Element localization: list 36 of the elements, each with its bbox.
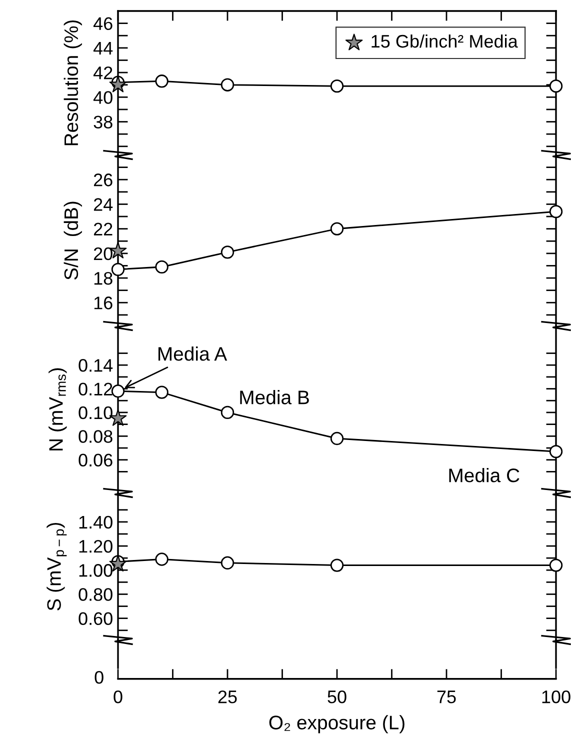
legend-label: 15 Gb/inch² Media xyxy=(372,34,518,48)
x-tick-label: 25 xyxy=(218,690,237,704)
y-tick-label: 42 xyxy=(93,66,112,80)
text: 0 xyxy=(94,670,104,684)
annotation: Media C xyxy=(449,468,520,482)
y-tick-label: 1.40 xyxy=(79,516,112,529)
y-tick-label: 46 xyxy=(93,17,112,30)
y-tick-label: 18 xyxy=(94,272,112,285)
y-tick-label: 20 xyxy=(94,247,112,260)
y-tick-label: 0.12 xyxy=(78,382,112,396)
y-tick-label: 1.20 xyxy=(79,540,112,553)
y-tick-label: 0.10 xyxy=(78,406,112,420)
annotation: Media A xyxy=(158,346,228,361)
y-tick-label: 16 xyxy=(94,296,112,310)
y-axis-title: Resolution (%) xyxy=(64,20,82,146)
y-tick-label: 0.14 xyxy=(78,359,113,372)
x-tick-label: 75 xyxy=(437,690,456,704)
y-tick-label: 22 xyxy=(94,222,112,236)
y-tick-label: 0.60 xyxy=(78,612,112,626)
y-tick-label: 0.08 xyxy=(78,430,112,443)
y-tick-label: 40 xyxy=(93,91,112,104)
y-tick-label: 38 xyxy=(94,116,112,128)
x-tick-label: 50 xyxy=(328,690,346,704)
annotation: Media B xyxy=(240,390,309,404)
y-axis-title: N (mV$_{rms}$) xyxy=(48,368,67,450)
y-tick-label: 0.80 xyxy=(78,588,112,601)
x-tick-label: 0 xyxy=(114,690,122,704)
x-tick-label: 100 xyxy=(542,690,570,704)
y-tick-label: 26 xyxy=(94,174,112,186)
y-axis-title: S/N (dB) xyxy=(64,202,82,280)
y-tick-label: 0.06 xyxy=(78,454,112,467)
y-tick-label: 44 xyxy=(93,42,113,54)
y-tick-label: 24 xyxy=(94,198,113,211)
y-tick-label: 1.00 xyxy=(79,564,112,577)
y-axis-title: S (mV$_{p−p}$) xyxy=(46,522,67,610)
x-axis-title: O₂ exposure (L) xyxy=(269,715,404,734)
